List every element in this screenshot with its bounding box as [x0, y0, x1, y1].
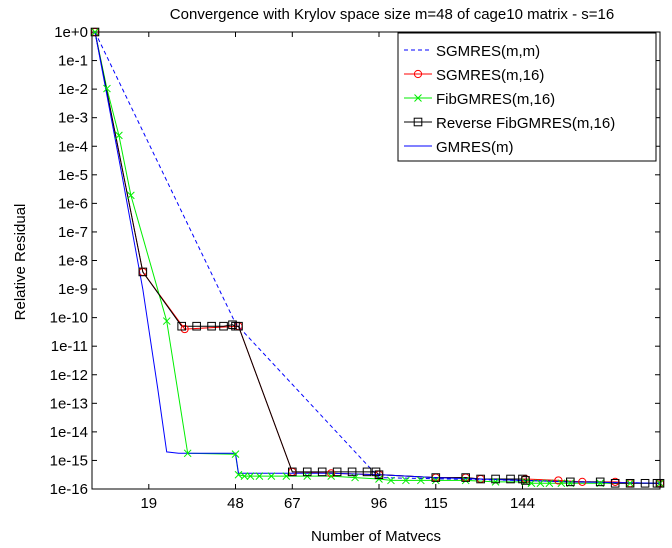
series-1-point — [180, 324, 189, 334]
series-3-point — [228, 320, 237, 330]
legend-label: GMRES(m) — [436, 139, 514, 156]
y-tick-label: 1e-3 — [58, 110, 88, 127]
series-2-point — [461, 476, 470, 485]
y-tick-label: 1e-15 — [50, 452, 88, 469]
series-markers — [90, 27, 665, 488]
series-3-point — [371, 467, 381, 477]
series-3-point — [518, 474, 527, 484]
series-3-point — [625, 478, 635, 488]
y-tick-label: 1e-1 — [58, 53, 88, 70]
series-2-point — [536, 479, 545, 488]
x-tick-label: 115 — [424, 495, 448, 512]
y-tick-label: 1e-14 — [50, 424, 88, 441]
series-2-point — [431, 476, 440, 485]
series-3-point — [566, 477, 575, 487]
series-3-point — [177, 321, 186, 331]
series-3-point — [640, 478, 650, 488]
series-2-point — [115, 131, 123, 140]
series-2-point — [557, 479, 566, 488]
series-2-point — [387, 476, 395, 485]
x-tick-label: 96 — [371, 495, 388, 512]
legend-label: FibGMRES(m,16) — [436, 91, 555, 108]
series-2-point — [246, 472, 255, 481]
series-1-point — [554, 476, 563, 485]
y-tick-label: 1e-4 — [58, 138, 88, 155]
series-1-point — [327, 469, 336, 478]
y-tick-label: 1e-12 — [50, 367, 88, 384]
series-3-point — [90, 27, 100, 37]
y-axis-label: Relative Residual — [12, 204, 29, 321]
series-3-point — [506, 474, 515, 484]
series-3-point — [461, 473, 470, 482]
series-3-point — [219, 321, 228, 331]
chart-legend: SGMRES(m,m) SGMRES(m,16) FibGMRES(m,16) Rev… — [397, 32, 657, 162]
series-line-4 — [94, 31, 661, 484]
series-3-point — [192, 321, 201, 331]
y-tick-label: 1e-9 — [58, 281, 88, 298]
y-tick-label: 1e-11 — [51, 338, 88, 355]
legend-marker — [413, 117, 423, 127]
series-2-point — [127, 191, 135, 200]
series-3-point — [138, 267, 148, 277]
series-3-point — [332, 467, 342, 477]
y-tick-label: 1e-10 — [50, 310, 88, 327]
series-2-point — [240, 472, 249, 481]
legend-box — [397, 32, 657, 162]
series-2-point — [234, 470, 243, 479]
series-2-point — [162, 317, 171, 325]
y-axis-ticks: 1e+0 1e-1 1e-2 1e-3 1e-4 1e-5 1e-6 1e-7 1e-8 1e-9… — [50, 24, 660, 498]
x-tick-label: 144 — [510, 495, 535, 512]
series-2-point — [626, 479, 634, 488]
y-tick-label: 1e-16 — [50, 481, 88, 498]
series-3-point — [207, 321, 216, 331]
y-tick-label: 1e-13 — [50, 395, 88, 412]
series-3-point — [287, 467, 297, 477]
series-3-point — [476, 474, 485, 484]
legend-label: SGMRES(m,16) — [436, 67, 544, 84]
y-tick-label: 1e+0 — [54, 24, 88, 41]
series-2-point — [183, 449, 192, 458]
series-1-point — [578, 477, 587, 486]
y-tick-label: 1e-8 — [58, 253, 88, 270]
series-2-point — [103, 84, 111, 93]
x-tick-label: 67 — [284, 495, 301, 512]
legend-label: Reverse FibGMRES(m,16) — [436, 115, 615, 132]
x-tick-label: 19 — [140, 495, 157, 512]
x-axis-label: Number of Matvecs — [311, 528, 441, 545]
chart-title: Convergence with Krylov space size m=48 … — [170, 6, 614, 23]
y-tick-label: 1e-6 — [58, 195, 88, 212]
series-3-point — [431, 473, 441, 482]
series-3-point — [595, 477, 605, 487]
y-tick-label: 1e-2 — [58, 81, 88, 98]
series-3-point — [610, 478, 620, 488]
series-2-point — [656, 479, 664, 488]
series-2-point — [402, 476, 410, 485]
series-2-point — [91, 28, 99, 36]
series-3-point — [317, 467, 327, 477]
series-2-point — [255, 472, 264, 481]
series-3-point — [234, 321, 243, 331]
series-3-point — [491, 474, 500, 484]
series-3-point — [347, 467, 357, 477]
legend-label: SGMRES(m,m) — [436, 43, 540, 60]
x-axis-ticks: 19 48 67 96 115 144 — [140, 32, 535, 512]
series-2-point — [416, 476, 425, 485]
y-tick-label: 1e-7 — [58, 224, 88, 241]
x-tick-label: 48 — [227, 495, 244, 512]
series-3-point — [521, 476, 530, 485]
legend-marker — [414, 94, 422, 102]
series-3-point — [302, 467, 312, 477]
series-2-point — [267, 472, 276, 481]
y-tick-label: 1e-5 — [58, 167, 88, 184]
series-3-point — [362, 467, 372, 477]
series-2-point — [231, 450, 240, 459]
legend-marker — [413, 69, 423, 79]
series-2-point — [491, 478, 500, 486]
series-3-point — [374, 470, 384, 480]
series-3-point — [655, 478, 665, 488]
series-2-point — [545, 479, 554, 488]
